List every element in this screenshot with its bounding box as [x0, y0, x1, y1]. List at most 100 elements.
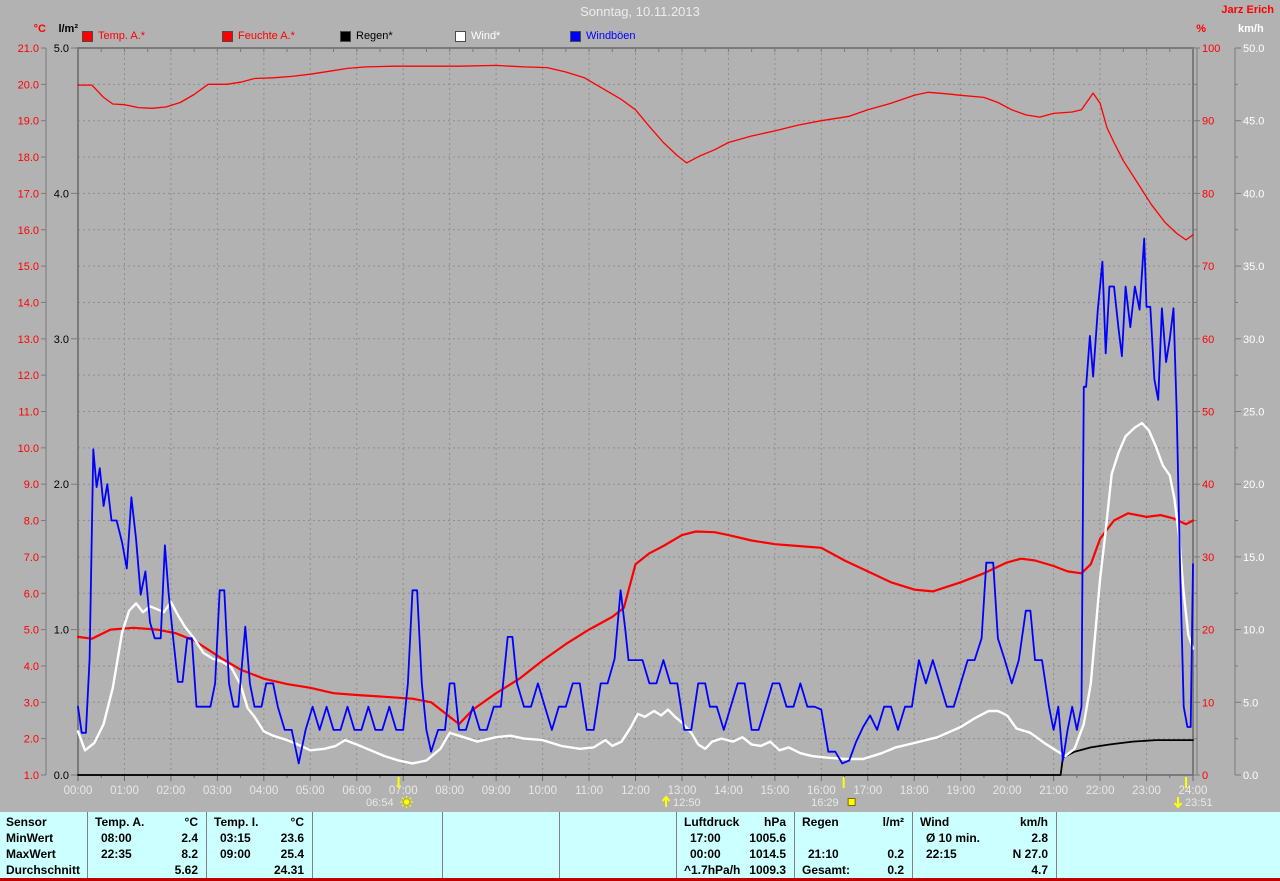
chart-legend: Temp. A.* Feuchte A.* Regen* Wind* Windböen	[0, 30, 1280, 44]
rain-axis-tick: 1.0	[54, 625, 69, 637]
legend-item-1: Feuchte A.*	[222, 30, 295, 42]
table-cell: 0.2	[887, 863, 904, 877]
temp-axis-tick: 16.0	[18, 225, 39, 237]
temp-axis-unit: °C	[33, 23, 46, 35]
wind-axis-tick: 40.0	[1243, 188, 1264, 200]
humidity-axis-tick: 0	[1202, 770, 1208, 782]
table-column-unit: °C	[290, 815, 304, 829]
bottom-divider	[0, 878, 1280, 881]
table-cell: 03:15	[220, 831, 251, 845]
humidity-axis-tick: 100	[1202, 43, 1220, 55]
rain-axis-unit: l/m²	[58, 23, 78, 35]
sun-event-tick	[1185, 777, 1188, 788]
temp-axis-tick: 17.0	[18, 188, 39, 200]
humidity-axis-tick: 80	[1202, 188, 1214, 200]
table-column-unit: km/h	[1019, 815, 1048, 829]
x-axis-tick-label: 21:00	[1039, 785, 1068, 797]
table-divider	[676, 812, 677, 878]
x-axis-tick-label: 13:00	[668, 785, 697, 797]
table-cell: 17:00	[690, 831, 721, 845]
temp-axis-tick: 10.0	[18, 443, 39, 455]
table-cell: 21:10	[808, 847, 839, 861]
temp-axis-tick: 1.0	[24, 770, 39, 782]
legend-swatch-icon	[222, 30, 233, 42]
humidity-axis-tick: 30	[1202, 552, 1214, 564]
legend-swatch-icon	[570, 30, 581, 42]
table-divider	[794, 812, 795, 878]
table-row-header: Sensor	[6, 815, 47, 829]
temp-axis-tick: 3.0	[24, 697, 39, 709]
temp-axis-tick: 15.0	[18, 261, 39, 273]
sunset-icon	[847, 798, 856, 806]
x-axis-tick-label: 12:00	[621, 785, 650, 797]
temp-axis-tick: 20.0	[18, 79, 39, 91]
x-axis-tick-label: 22:00	[1086, 785, 1115, 797]
table-cell: 1009.3	[749, 863, 786, 877]
table-column-header: Wind	[920, 815, 950, 829]
legend-item-0: Temp. A.*	[82, 30, 145, 42]
wind-axis-tick: 35.0	[1243, 261, 1264, 273]
series-feuchtea	[77, 64, 1194, 241]
table-cell: ^1.7hPa/h	[684, 863, 741, 877]
rain-axis-tick: 4.0	[54, 188, 69, 200]
humidity-axis-tick: 10	[1202, 697, 1214, 709]
temp-axis-tick: 21.0	[18, 43, 39, 55]
table-cell: 22:35	[101, 847, 132, 861]
table-cell: 4.7	[1031, 863, 1048, 877]
x-axis-tick-label: 04:00	[249, 785, 278, 797]
temp-axis-tick: 4.0	[24, 661, 39, 673]
x-axis-tick-label: 03:00	[203, 785, 232, 797]
table-column-unit: hPa	[763, 815, 786, 829]
humidity-axis-tick: 20	[1202, 625, 1214, 637]
x-axis-tick-label: 24:00	[1179, 785, 1208, 797]
rain-axis-tick: 2.0	[54, 479, 69, 491]
wind-axis-tick: 10.0	[1243, 625, 1264, 637]
temp-axis-tick: 12.0	[18, 370, 39, 382]
x-axis-tick-label: 23:00	[1132, 785, 1161, 797]
series-tempa	[76, 512, 1195, 726]
wind-axis-tick: 20.0	[1243, 479, 1264, 491]
x-axis-tick-label: 00:00	[64, 785, 93, 797]
table-column-header: Temp. A.	[95, 815, 145, 829]
x-axis-tick-label: 08:00	[435, 785, 464, 797]
humidity-axis-tick: 70	[1202, 261, 1214, 273]
sun-event-time: 16:29	[811, 797, 839, 809]
table-row-header: MaxWert	[6, 847, 56, 861]
x-axis-tick-label: 11:00	[575, 785, 603, 797]
table-row-header: MinWert	[6, 831, 54, 845]
table-divider	[559, 812, 560, 878]
sun-event-tick	[397, 777, 400, 788]
table-divider	[442, 812, 443, 878]
humidity-axis-tick: 60	[1202, 334, 1214, 346]
table-cell: 1005.6	[749, 831, 786, 845]
temp-axis-tick: 19.0	[18, 116, 39, 128]
wind-axis-tick: 45.0	[1243, 116, 1264, 128]
table-cell: 2.4	[181, 831, 198, 845]
legend-label: Temp. A.*	[98, 30, 146, 42]
stats-table: Sensor MinWert MaxWert Durchschnitt Temp. A.…	[0, 812, 1280, 878]
legend-label: Regen*	[356, 30, 393, 42]
x-axis-tick-label: 18:00	[900, 785, 929, 797]
temp-axis-tick: 7.0	[24, 552, 39, 564]
series-regen	[77, 739, 1194, 776]
x-axis-tick-label: 17:00	[853, 785, 882, 797]
table-cell: 23.6	[280, 831, 304, 845]
sun-event-time: 06:54	[366, 797, 394, 809]
table-column-header: Temp. I.	[214, 815, 259, 829]
legend-item-2: Regen*	[340, 30, 393, 42]
wind-axis-tick: 0.0	[1243, 770, 1258, 782]
legend-item-3: Wind*	[455, 30, 500, 42]
series-wind	[76, 421, 1195, 765]
sun-event-time: 12:50	[673, 797, 701, 809]
series-windben	[77, 237, 1194, 765]
legend-swatch-icon	[82, 30, 93, 42]
legend-label: Feuchte A.*	[238, 30, 295, 42]
legend-label: Wind*	[471, 30, 501, 42]
temp-axis-tick: 11.0	[18, 407, 39, 419]
table-cell: 25.4	[280, 847, 304, 861]
x-axis-tick-label: 05:00	[296, 785, 325, 797]
rain-axis-tick: 0.0	[54, 770, 69, 782]
table-column-unit: l/m²	[882, 815, 904, 829]
x-axis-tick-label: 14:00	[714, 785, 743, 797]
table-row-header: Durchschnitt	[6, 863, 81, 877]
